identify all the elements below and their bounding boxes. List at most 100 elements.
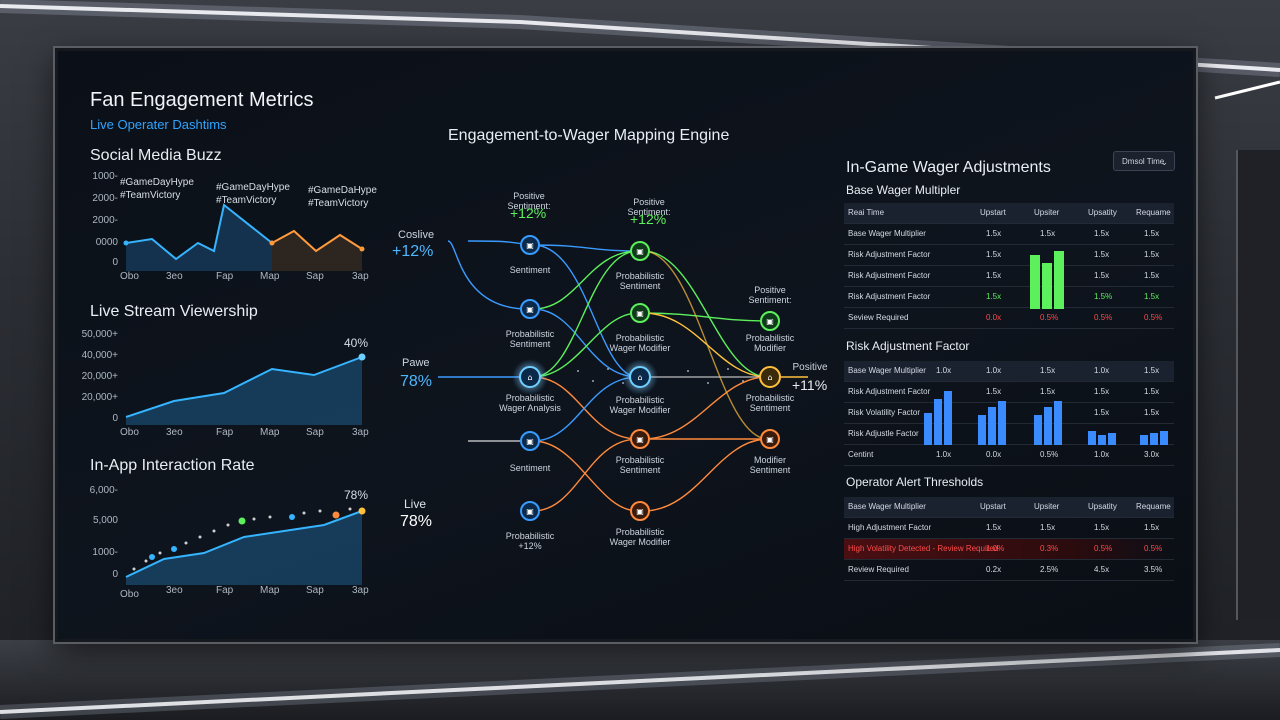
base-multiplier-table: Reai Time Upstart Upsiter Upsatity Requa… bbox=[844, 203, 1174, 333]
input-label: Coslive bbox=[398, 229, 435, 241]
cell: 1.5x bbox=[1144, 408, 1160, 417]
y-tick: 0 bbox=[112, 569, 118, 580]
x-tick: Obo bbox=[120, 589, 139, 600]
table-row: Seview Required 0.0x 0.5% 0.5% 0.5% bbox=[844, 308, 1174, 329]
interaction-chart bbox=[125, 507, 366, 585]
row-label: Risk Adjustment Factor bbox=[848, 250, 931, 259]
cell: 1.5x bbox=[986, 387, 1002, 396]
social-buzz-chart bbox=[123, 203, 365, 271]
node-label: Probabilistic Wager Modifier bbox=[609, 527, 671, 547]
x-tick: Map bbox=[260, 271, 280, 282]
node-label: Probabilistic +12% bbox=[505, 531, 555, 551]
alert-row[interactable]: High Volatility Detected - Review Requir… bbox=[844, 539, 1174, 560]
input-value: 78% bbox=[400, 373, 433, 390]
y-tick: 0 bbox=[112, 413, 118, 424]
table2-title: Risk Adjustment Factor bbox=[846, 339, 970, 353]
y-tick: 2000- bbox=[92, 193, 118, 204]
node-label: Sentiment bbox=[509, 463, 551, 473]
viewership-chart bbox=[125, 353, 366, 425]
input-value: +12% bbox=[392, 243, 434, 260]
cell: 1.5x bbox=[1144, 387, 1160, 396]
dropdown-value: Dmsol Time bbox=[1122, 157, 1165, 166]
hashtag: #GameDayHype bbox=[216, 182, 290, 193]
svg-text:⌂: ⌂ bbox=[637, 373, 642, 382]
cell: 1.0x bbox=[936, 450, 952, 459]
row-label: Review Required bbox=[848, 565, 909, 574]
top-label: Positive Sentiment: bbox=[627, 197, 671, 217]
table-row: High Adjustment Factor 1.5x 1.5x 1.5x 1.… bbox=[844, 518, 1174, 539]
engine-title: Engagement-to-Wager Mapping Engine bbox=[448, 127, 730, 144]
node-label: Probabilistic Wager Modifier bbox=[609, 395, 671, 415]
table-header: Requame bbox=[1136, 208, 1171, 217]
svg-text:⌂: ⌂ bbox=[767, 373, 772, 382]
x-tick: Fap bbox=[216, 271, 234, 282]
output-value: +11% bbox=[792, 377, 828, 393]
cell: 3.5% bbox=[1144, 565, 1163, 574]
row-label: Seview Required bbox=[848, 313, 909, 322]
x-tick: Sap bbox=[306, 585, 324, 596]
node-label: Modifier Sentiment bbox=[749, 455, 791, 475]
x-tick: 3eo bbox=[166, 271, 183, 282]
cell: 1.5x bbox=[1144, 250, 1160, 259]
cell: 1.5x bbox=[1040, 523, 1056, 532]
svg-text:▣: ▣ bbox=[766, 317, 774, 326]
x-tick: 3ap bbox=[352, 585, 369, 596]
cell: 1.5x bbox=[986, 229, 1002, 238]
page-title: Fan Engagement Metrics bbox=[90, 89, 314, 111]
dashboard-screen: Fan Engagement Metrics Live Operater Das… bbox=[55, 48, 1196, 642]
green-bars bbox=[1030, 251, 1064, 309]
y-tick: 50,000+ bbox=[81, 329, 118, 340]
node-label: Probabilistic Wager Analysis bbox=[499, 393, 561, 413]
hashtag: #TeamVictory bbox=[308, 198, 369, 209]
cell: 1.0x bbox=[1094, 450, 1110, 459]
table-header: Requame bbox=[1136, 502, 1171, 511]
row-label: High Adjustment Factor bbox=[848, 523, 932, 532]
cell: 1.5x bbox=[1094, 229, 1110, 238]
table-header-row: Base Wager Multiplier Upstart Upsiter Up… bbox=[844, 497, 1174, 518]
svg-text:▣: ▣ bbox=[526, 507, 534, 516]
table-row: Risk Adjustle Factor bbox=[844, 424, 1174, 445]
x-tick: Map bbox=[260, 585, 280, 596]
cell: 1.5x bbox=[1144, 271, 1160, 280]
node-label: Probabilistic Sentiment bbox=[615, 271, 665, 291]
risk-factor-table: Base Wager Multiplier 1.0x 1.0x 1.5x 1.0… bbox=[844, 361, 1174, 471]
alert-label: High Volatility Detected - Review Requir… bbox=[848, 544, 999, 553]
x-tick: Sap bbox=[306, 271, 324, 282]
table-row: Base Wager Multiplier 1.5x 1.5x 1.5x 1.5… bbox=[844, 224, 1174, 245]
wager-adjustments-title: In-Game Wager Adjustments bbox=[846, 159, 1051, 176]
y-tick: 20,000+ bbox=[81, 371, 118, 382]
table-header: Upsatity bbox=[1088, 502, 1117, 511]
table-header: Base Wager Multiplier bbox=[848, 502, 926, 511]
row-label: Risk Volatility Factor bbox=[848, 408, 921, 417]
time-range-dropdown[interactable]: Dmsol Time ⌄ bbox=[1113, 151, 1175, 171]
cell: 2.5% bbox=[1040, 565, 1059, 574]
x-tick: 3eo bbox=[166, 427, 183, 438]
input-label: Pawe bbox=[402, 357, 430, 369]
viewership-end-label: 40% bbox=[344, 336, 369, 350]
hashtag: #GameDayHype bbox=[120, 177, 194, 188]
y-tick: 1000- bbox=[92, 171, 118, 182]
y-tick: 0 bbox=[112, 257, 118, 268]
table-row: Centint 1.0x 0.0x 0.5% 1.0x 3.0x bbox=[844, 445, 1174, 466]
cell: 1.5% bbox=[1094, 292, 1113, 301]
table-row: Risk Adjustment Factor 1.5x 1.5x 1.5x 1.… bbox=[844, 382, 1174, 403]
cell: 1.5x bbox=[1094, 250, 1110, 259]
cell: 0.5% bbox=[1040, 313, 1059, 322]
mapping-flow-diagram: ▣ ▣ ⌂ ▣ ▣ ▣ ▣ ⌂ ▣ ▣ ▣ ⌂ ▣ bbox=[438, 235, 808, 521]
svg-text:⌂: ⌂ bbox=[527, 373, 532, 382]
table-header: Reai Time bbox=[848, 208, 885, 217]
cell: 0.5% bbox=[1040, 450, 1059, 459]
chevron-down-icon: ⌄ bbox=[1160, 157, 1168, 167]
cell: 1.0% bbox=[986, 544, 1005, 553]
side-door bbox=[1236, 150, 1280, 620]
table-row: Risk Adjustment Factor 1.5x 1.5x 1.5x bbox=[844, 266, 1174, 287]
table-header: Upstart bbox=[980, 502, 1006, 511]
top-label: Positive Sentiment: bbox=[507, 191, 551, 211]
svg-text:▣: ▣ bbox=[636, 507, 644, 516]
top-value: +12% bbox=[630, 211, 667, 227]
svg-text:▣: ▣ bbox=[526, 305, 534, 314]
cell: 0.5% bbox=[1094, 313, 1113, 322]
x-tick: Obo bbox=[120, 427, 139, 438]
row-label: Risk Adjustment Factor bbox=[848, 387, 931, 396]
